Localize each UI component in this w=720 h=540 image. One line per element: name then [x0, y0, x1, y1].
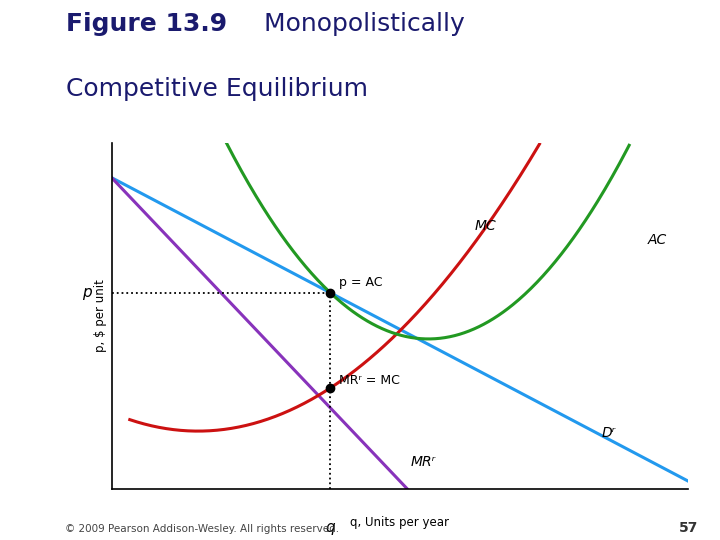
Text: MRʳ = MC: MRʳ = MC	[339, 374, 400, 387]
Text: 57: 57	[679, 521, 698, 535]
X-axis label: q, Units per year: q, Units per year	[350, 516, 449, 530]
Y-axis label: p, $ per unit: p, $ per unit	[94, 280, 107, 352]
Text: p = AC: p = AC	[339, 275, 382, 289]
Text: © 2009 Pearson Addison-Wesley. All rights reserved.: © 2009 Pearson Addison-Wesley. All right…	[65, 524, 339, 534]
Text: MRʳ: MRʳ	[411, 455, 436, 469]
Text: q: q	[325, 521, 336, 535]
Text: MC: MC	[474, 219, 496, 233]
Text: p: p	[82, 285, 91, 300]
Text: Monopolistically: Monopolistically	[248, 12, 464, 36]
Text: AC: AC	[647, 233, 667, 247]
Text: Competitive Equilibrium: Competitive Equilibrium	[66, 77, 369, 101]
Text: Dʳ: Dʳ	[601, 426, 616, 440]
Text: Figure 13.9: Figure 13.9	[66, 12, 228, 36]
